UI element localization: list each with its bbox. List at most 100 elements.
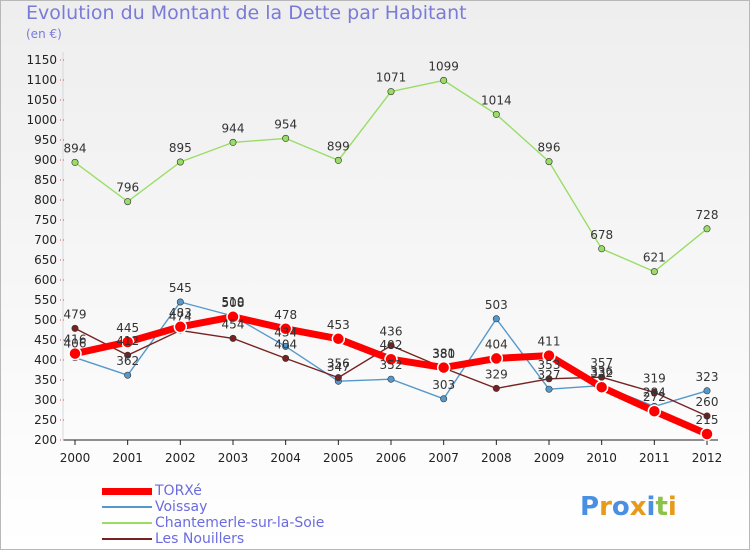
data-label: 272 (643, 390, 666, 404)
data-label: 954 (274, 117, 297, 131)
data-point (124, 371, 132, 379)
y-tick-label: 450 (34, 333, 57, 347)
y-tick-label: 850 (34, 173, 57, 187)
data-label: 215 (696, 413, 719, 427)
data-label: 356 (327, 357, 350, 371)
data-label: 453 (327, 318, 350, 332)
data-point (282, 134, 290, 142)
y-tick-label: 350 (34, 373, 57, 387)
data-label: 303 (432, 378, 455, 392)
data-point (703, 225, 711, 233)
data-point (440, 395, 448, 403)
data-label: 503 (485, 298, 508, 312)
y-tick-label: 900 (34, 153, 57, 167)
data-label: 621 (643, 251, 666, 265)
data-point (647, 404, 662, 418)
x-tick-label: 2007 (428, 451, 459, 465)
data-point (71, 158, 79, 166)
data-point (120, 335, 135, 349)
data-point (492, 315, 500, 323)
y-tick-label: 400 (34, 353, 57, 367)
data-point (229, 138, 237, 146)
data-label: 899 (327, 139, 350, 153)
data-label: 728 (696, 208, 719, 222)
data-label: 380 (432, 347, 455, 361)
data-point (598, 245, 606, 253)
data-point (124, 351, 132, 359)
data-point (71, 324, 79, 332)
data-label: 545 (169, 281, 192, 295)
data-point (68, 346, 82, 361)
data-label: 404 (274, 337, 297, 351)
data-label: 402 (380, 338, 403, 352)
data-label: 944 (222, 121, 245, 135)
data-point (594, 380, 609, 394)
data-label: 327 (538, 368, 561, 382)
legend-swatch (102, 522, 152, 524)
data-label: 336 (590, 365, 613, 379)
y-tick-label: 800 (34, 193, 57, 207)
data-label: 678 (590, 228, 613, 242)
data-label: 412 (116, 334, 139, 348)
data-point (176, 298, 184, 306)
y-tick-label: 750 (34, 213, 57, 227)
data-point (545, 158, 553, 166)
y-tick-label: 700 (34, 233, 57, 247)
y-tick-label: 600 (34, 273, 57, 287)
data-point (650, 268, 658, 276)
y-tick-label: 950 (34, 133, 57, 147)
data-point (700, 427, 714, 441)
legend-label: Voissay (155, 499, 208, 515)
data-label: 323 (696, 370, 719, 384)
data-point (703, 412, 711, 420)
data-label: 404 (485, 337, 508, 351)
data-label: 1014 (481, 93, 512, 107)
data-point (282, 354, 290, 362)
data-label: 381 (432, 347, 455, 361)
legend-swatch (102, 538, 152, 540)
legend-label: Les Nouillers (155, 531, 245, 547)
x-tick-label: 2012 (692, 451, 723, 465)
data-point (176, 158, 184, 166)
legend-swatch (102, 487, 152, 495)
data-label: 479 (64, 307, 87, 321)
data-point (387, 342, 395, 350)
legend-swatch (102, 506, 152, 508)
data-label: 362 (116, 354, 139, 368)
data-label: 483 (169, 306, 192, 320)
data-point (436, 360, 451, 375)
data-label: 445 (116, 321, 139, 335)
data-point (334, 156, 342, 164)
x-tick-label: 2010 (586, 451, 617, 465)
data-label: 411 (538, 335, 561, 349)
data-label: 319 (643, 371, 666, 385)
data-point (545, 375, 553, 383)
x-tick-label: 2006 (376, 451, 407, 465)
data-label: 1071 (376, 71, 407, 85)
data-label: 796 (116, 181, 139, 195)
data-label: 260 (696, 395, 719, 409)
legend-item: Chantemerle-sur-la-Soie (102, 515, 325, 531)
data-point (229, 334, 237, 342)
legend-item: Les Nouillers (102, 531, 245, 547)
data-point (331, 332, 346, 346)
data-point (650, 388, 658, 396)
y-tick-label: 1150 (26, 53, 57, 67)
data-point (173, 320, 188, 334)
data-point (387, 88, 395, 96)
data-label: 508 (222, 296, 245, 310)
legend-label: Chantemerle-sur-la-Soie (155, 515, 325, 531)
legend-label: TORXé (155, 483, 202, 499)
data-point (226, 310, 240, 324)
x-tick-label: 2000 (60, 451, 91, 465)
data-label: 332 (590, 366, 613, 380)
data-label: 474 (169, 309, 192, 323)
data-point (598, 373, 606, 381)
data-point (440, 76, 448, 84)
x-tick-label: 2005 (323, 451, 354, 465)
data-label: 510 (222, 295, 245, 309)
y-tick-label: 1050 (26, 93, 57, 107)
data-label: 416 (64, 333, 87, 347)
x-tick-label: 2003 (218, 451, 249, 465)
